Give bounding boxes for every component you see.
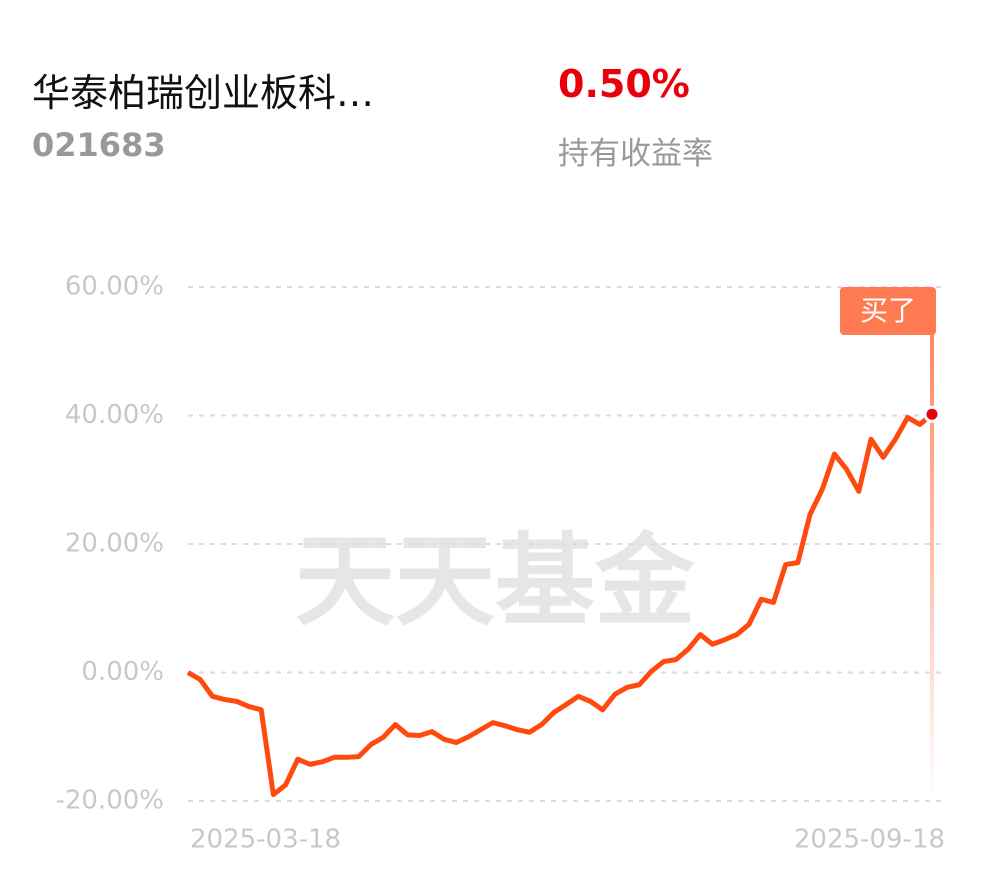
y-tick-label: -20.00% <box>55 786 164 816</box>
buy-marker-box <box>840 287 936 335</box>
buy-marker[interactable]: 买了 <box>840 287 936 335</box>
y-tick-label: 0.00% <box>81 657 164 687</box>
watermark: 天天基金 <box>295 522 696 639</box>
buy-marker-label: 买了 <box>860 294 916 327</box>
x-tick-label: 2025-03-18 <box>190 825 341 855</box>
x-tick-label: 2025-09-18 <box>794 825 945 855</box>
fund-name: 华泰柏瑞创业板科… <box>32 71 375 115</box>
y-tick-label: 60.00% <box>65 272 164 302</box>
fund-code: 021683 <box>32 126 166 164</box>
holding-return-label: 持有收益率 <box>558 136 713 172</box>
last-point <box>923 405 941 423</box>
holding-return: 0.50% <box>558 62 690 106</box>
data-line <box>186 412 934 798</box>
y-tick-label: 40.00% <box>65 400 164 430</box>
y-tick-label: 20.00% <box>65 529 164 559</box>
buy-marker-line <box>930 330 934 801</box>
